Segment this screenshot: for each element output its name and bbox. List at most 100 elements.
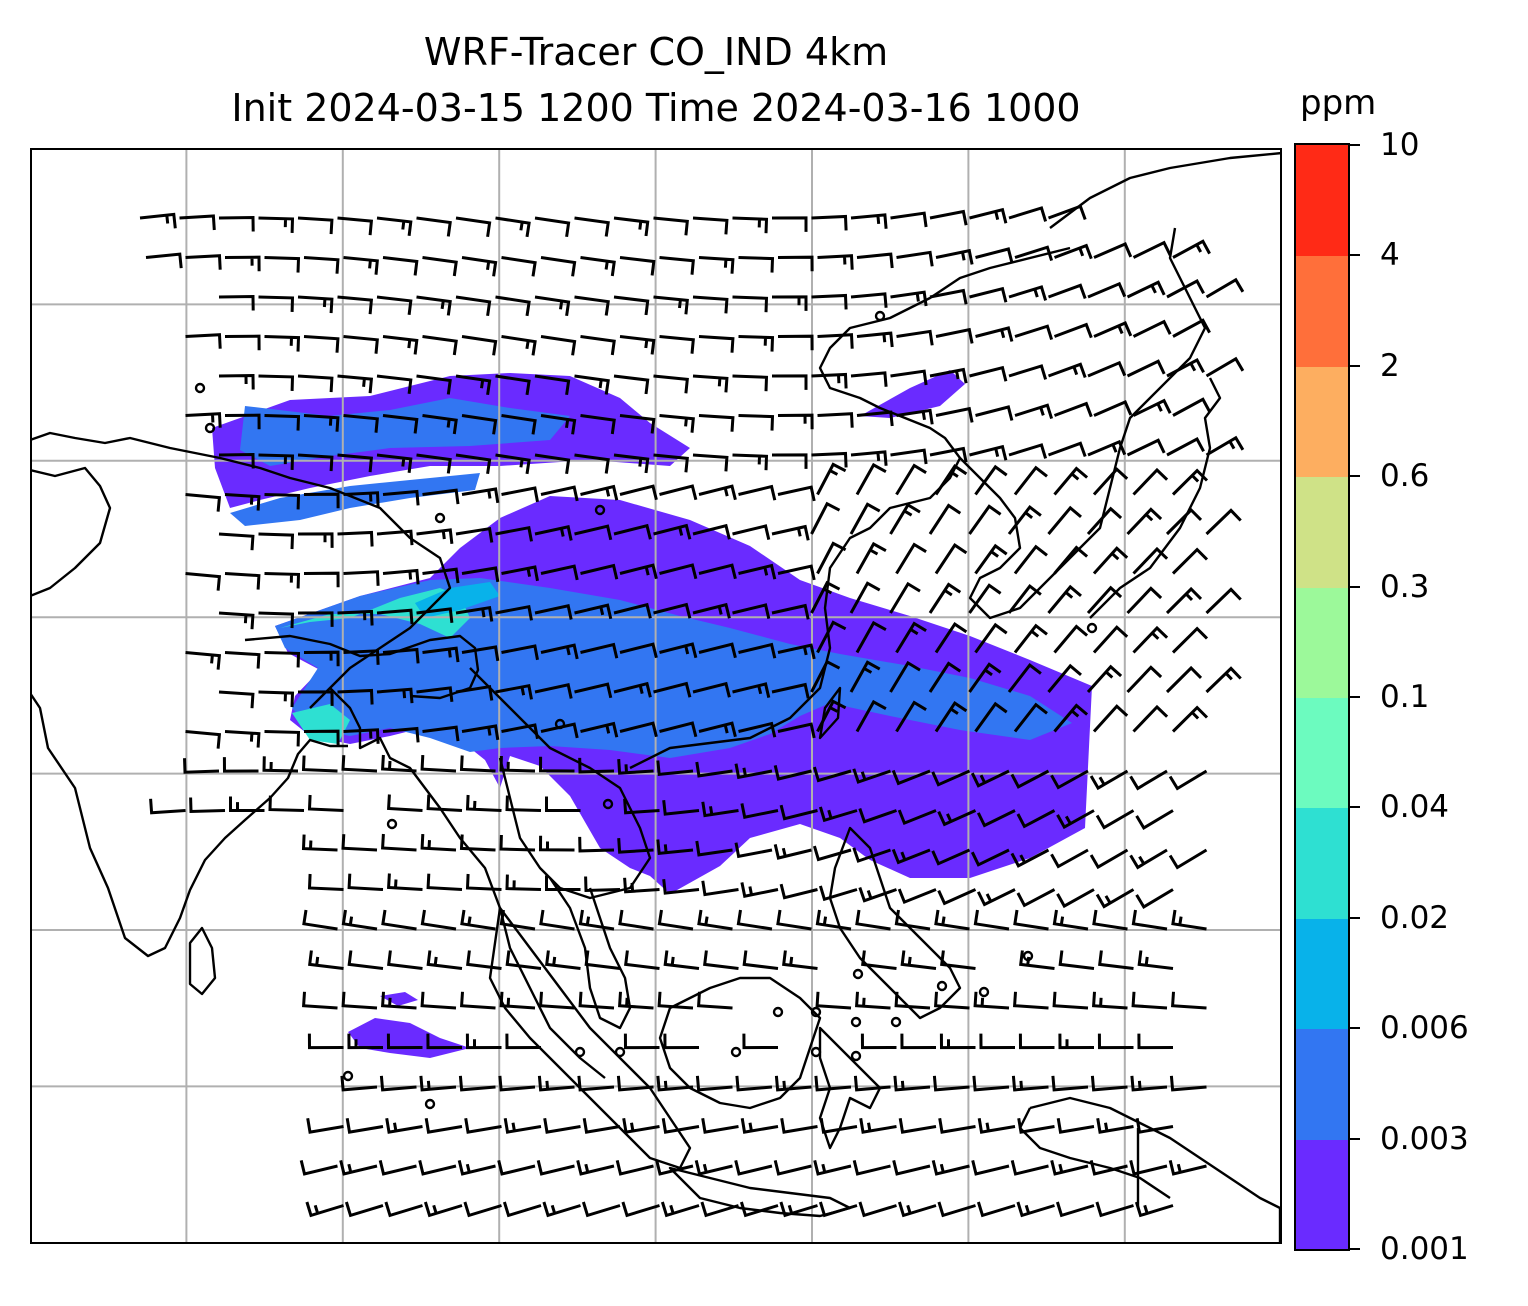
wind-barb [660,1201,700,1218]
wind-barb [264,335,301,352]
wind-barb [1165,507,1203,536]
wind-barb [937,888,977,906]
wind-barb [580,335,616,356]
wind-barb [896,250,934,267]
wind-barb [855,462,887,496]
wind-barb [379,1075,417,1092]
coastline-sri-lanka [188,926,217,996]
wind-barb [892,1160,931,1176]
wind-barb [584,950,621,970]
wind-barb [616,1075,654,1092]
wind-barb [495,216,531,238]
wind-barb [932,1075,970,1092]
wind-barb [897,888,937,905]
wind-barb [505,950,542,970]
wind-barb [426,950,463,970]
wind-barb [939,1033,976,1050]
wind-barb [543,1118,581,1134]
wind-barb [416,216,452,237]
wind-barb [420,834,457,852]
wind-barb [179,214,216,231]
wind-barb [1016,809,1056,829]
calm-wind-circle [614,1046,626,1058]
wind-barb [455,295,492,317]
wind-barb [968,662,1002,693]
wind-barb [856,410,894,427]
wind-barb [455,453,492,475]
wind-barb [663,950,700,970]
wind-barb [264,256,301,273]
wind-barb [580,484,619,501]
wind-barb [584,876,621,893]
wind-barb [297,295,334,314]
wind-barb [738,484,777,501]
calm-wind-circle [810,1046,822,1058]
wind-barb [386,1033,423,1050]
wind-barb [1052,909,1089,931]
coastline-sulawesi [818,1026,882,1150]
colorbar-tick-label: 0.1 [1380,679,1430,715]
wind-barb [502,1201,542,1218]
wind-barb [738,642,777,659]
wind-barb [1058,950,1095,970]
wind-barb [732,453,769,471]
colorbar-tick-label: 10 [1380,127,1420,163]
wind-barb [853,1075,891,1092]
wind-barb [692,523,731,540]
wind-barb [662,800,700,816]
wind-barb [376,687,414,704]
wind-barb [542,1201,581,1218]
coastline-borneo [658,976,822,1110]
wind-barb [856,252,894,269]
wind-barb [735,1075,773,1092]
wind-barb [1047,362,1087,379]
calm-wind-circle [434,512,446,524]
wind-barb [580,721,619,738]
wind-barb [337,609,374,626]
wind-barb [461,335,498,356]
wind-barb [1095,809,1135,830]
wind-barb [1052,991,1089,1010]
wind-barb [1132,625,1169,654]
tracer-patch-small [380,992,418,1006]
wind-barb [501,256,537,277]
wind-barb [617,838,654,854]
wind-barb [776,909,812,931]
wind-barb [416,607,454,623]
wind-barb [534,374,571,396]
wind-barb [891,848,931,865]
wind-barb [1130,1075,1168,1092]
wind-barb [382,568,420,585]
colorbar-tick-label: 4 [1380,237,1400,274]
calm-wind-circle [730,1046,742,1058]
wind-barb [816,541,847,575]
wind-barb [1008,206,1048,222]
wind-barb [343,335,379,354]
wind-barb [732,603,771,619]
colorbar [1294,143,1350,1251]
wind-barb [268,795,305,812]
wind-barb [740,882,779,898]
wind-barb [1098,950,1134,970]
wind-barb [426,1033,463,1050]
wind-barb [619,335,656,355]
wind-barb [771,453,808,469]
wind-barb [617,759,654,775]
wind-barb [303,571,340,588]
wind-barb [742,950,779,970]
colorbar-tick [1350,1248,1360,1250]
wind-barb [1093,321,1133,338]
colorbar-segment [1296,255,1348,367]
wind-barb [613,295,650,316]
wind-barb [895,621,927,654]
wind-barb [619,563,658,580]
wind-barb [581,1201,621,1218]
wind-barb [973,991,1010,1010]
wind-barb [376,216,413,236]
wind-barb [534,216,571,238]
wind-barb [1171,626,1209,654]
wind-barb [659,721,698,738]
wind-barb [850,450,888,466]
wind-barb [613,453,650,474]
map-canvas [30,148,1282,1244]
